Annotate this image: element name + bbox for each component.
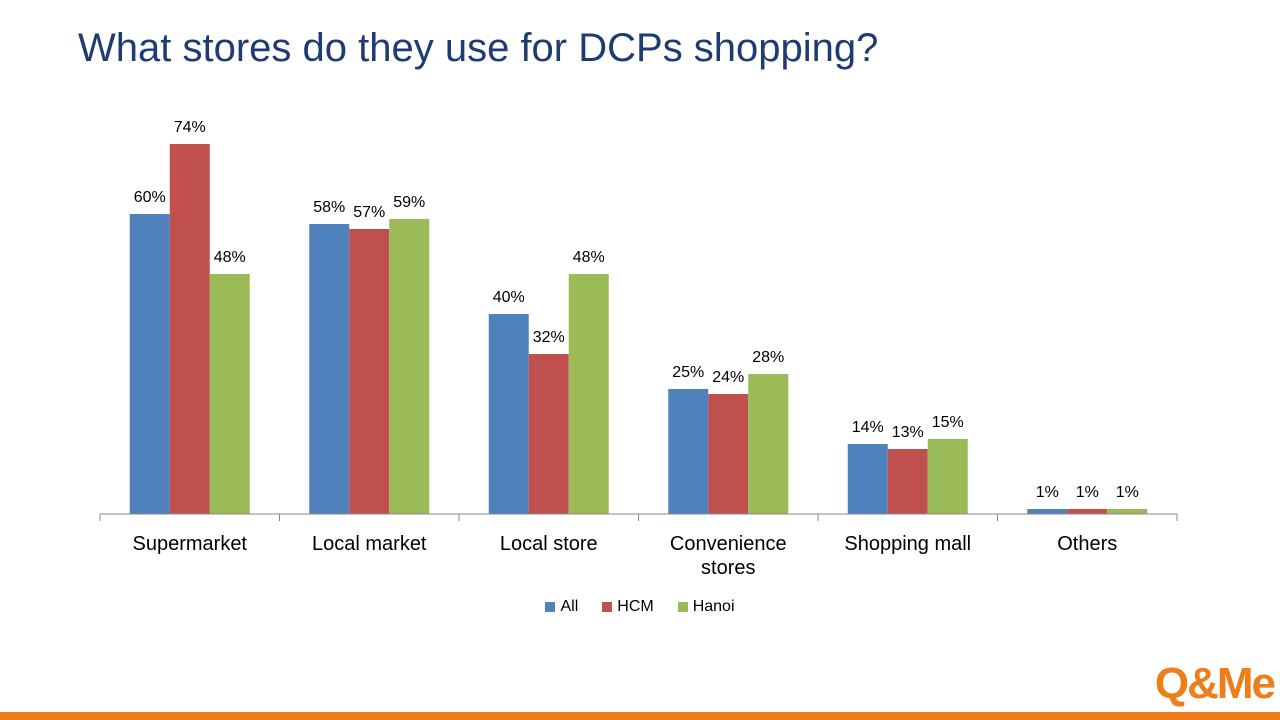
value-label-hanoi-0: 48% [214,249,246,266]
bar-group [129,144,1148,514]
bar-all-2 [488,314,529,514]
value-label-hanoi-1: 59% [393,194,425,211]
bar-hanoi-3 [748,374,789,514]
value-label-hcm-4: 13% [892,424,924,441]
bar-all-0 [129,214,170,514]
bar-hcm-4 [887,449,928,514]
bar-hanoi-1 [389,219,430,514]
value-label-group: 60% 74% 48% 58% 57% 59% 40% 32% 48% 25% 24% 28% 14% 1… [134,119,1139,501]
category-label-0: Supermarket [133,533,248,555]
category-label-2: Local store [500,533,598,555]
category-label-4: Shopping mall [844,533,971,555]
value-label-hanoi-4: 15% [932,414,964,431]
category-label-3: Convenience stores [670,533,787,579]
value-label-all-0: 60% [134,189,166,206]
value-label-hcm-0: 74% [174,119,206,136]
legend-swatch [602,602,613,612]
legend-item-all: All [545,598,578,616]
legend-label: HCM [617,598,654,615]
legend-label: All [560,598,579,615]
x-axis [99,513,1178,521]
value-label-hanoi-3: 28% [752,349,784,366]
bar-hcm-3 [708,394,749,514]
value-label-hanoi-2: 48% [573,249,605,266]
bar-hcm-5 [1067,509,1108,514]
bar-hcm-1 [349,229,390,514]
bar-all-1 [309,224,350,514]
footer-bar [0,712,1280,720]
value-label-all-5: 1% [1036,484,1059,501]
category-label-1: Local market [312,533,427,555]
bar-hanoi-5 [1107,509,1148,514]
bar-hcm-0 [169,144,210,514]
value-label-hcm-2: 32% [533,329,565,346]
bar-all-3 [668,389,709,514]
bar-all-4 [847,444,888,514]
value-label-hanoi-5: 1% [1116,484,1139,501]
bar-hanoi-4 [927,439,968,514]
page-title: What stores do they use for DCPs shoppin… [78,26,879,70]
value-label-all-4: 14% [852,419,884,436]
legend-item-hanoi: Hanoi [677,598,735,616]
bar-hanoi-0 [209,274,250,514]
category-label-group: Supermarket Local market Local store Conven… [133,533,1118,579]
category-label-5: Others [1057,533,1117,555]
bar-all-5 [1027,509,1068,514]
legend-swatch [677,602,688,612]
value-label-all-1: 58% [313,199,345,216]
value-label-hcm-1: 57% [353,204,385,221]
legend-label: Hanoi [692,598,735,615]
chart-legend: All HCM Hanoi [0,598,1280,616]
legend-swatch [545,602,556,612]
legend-item-hcm: HCM [602,598,654,616]
bar-chart: 60% 74% 48% 58% 57% 59% 40% 32% 48% 25% 24% 28% 14% 1… [99,119,1178,579]
company-logo: Q&Me [1154,659,1276,708]
value-label-hcm-5: 1% [1076,484,1099,501]
value-label-all-3: 25% [672,364,704,381]
bar-hanoi-2 [568,274,609,514]
value-label-hcm-3: 24% [712,369,744,386]
logo-text: Q&Me [1154,659,1276,708]
value-label-all-2: 40% [493,289,525,306]
bar-hcm-2 [528,354,569,514]
